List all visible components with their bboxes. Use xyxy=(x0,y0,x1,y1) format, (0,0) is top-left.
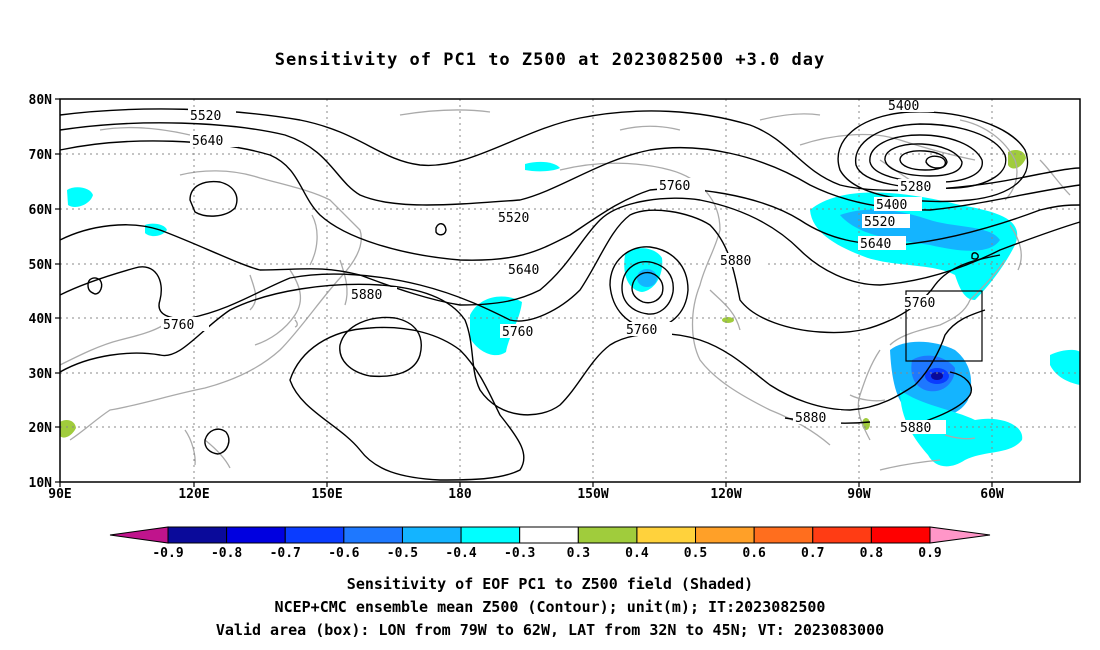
colorbar-segment xyxy=(460,526,521,544)
colorbar-segment xyxy=(226,526,286,544)
lon-label: 120W xyxy=(710,487,741,502)
lat-label: 10N xyxy=(29,476,53,491)
lon-label: 150W xyxy=(577,487,608,502)
lat-label: 30N xyxy=(29,367,53,382)
axis-ticks xyxy=(55,98,993,487)
contour-label: 5640 xyxy=(508,263,539,278)
contour-label: 5760 xyxy=(904,296,935,311)
colorbar-label: 0.4 xyxy=(625,546,649,561)
contour-label: 5520 xyxy=(498,211,529,226)
colorbar-segment xyxy=(343,526,403,544)
contour-label: 5520 xyxy=(190,109,221,124)
lon-label: 180 xyxy=(448,487,472,502)
contour-label: 5760 xyxy=(626,323,657,338)
colorbar-label: -0.4 xyxy=(445,546,476,561)
lon-label: 150E xyxy=(311,487,342,502)
colorbar-segment xyxy=(167,526,228,544)
contour-label: 5640 xyxy=(860,237,891,252)
colorbar-segment xyxy=(284,526,345,544)
contour-label: 5520 xyxy=(864,215,895,230)
lat-label: 40N xyxy=(29,312,53,327)
colorbar-label: 0.8 xyxy=(860,546,884,561)
map-figure: 5520 5640 5400 5280 5400 5520 5640 5760 … xyxy=(29,93,1081,561)
colorbar-segment xyxy=(812,526,872,544)
colorbar-label: -0.7 xyxy=(270,546,301,561)
contour-labels: 5520 5640 5400 5280 5400 5520 5640 5760 … xyxy=(161,98,950,436)
lat-label: 80N xyxy=(29,93,53,108)
colorbar-label: 0.9 xyxy=(918,546,941,561)
lat-label: 20N xyxy=(29,421,53,436)
colorbar-segment xyxy=(636,526,697,544)
caption-line-1: Sensitivity of EOF PC1 to Z500 field (Sh… xyxy=(346,575,754,593)
colorbar-segment xyxy=(753,526,814,544)
grid-lines xyxy=(60,99,1080,482)
valid-area-box xyxy=(905,290,983,362)
colorbar-segment xyxy=(577,526,638,544)
colorbar-high-triangle xyxy=(929,526,991,544)
lat-label: 70N xyxy=(29,148,53,163)
colorbar-segment xyxy=(401,526,462,544)
colorbar-segment xyxy=(519,526,579,544)
colorbar-segments xyxy=(167,526,931,544)
contour-label: 5280 xyxy=(900,180,931,195)
contour-label: 5640 xyxy=(192,134,223,149)
contour-label: 5880 xyxy=(720,254,751,269)
colorbar-labels: -0.9 -0.8 -0.7 -0.6 -0.5 -0.4 -0.3 0.3 0.4 0.5 0.6… xyxy=(152,546,941,561)
contour-label: 5880 xyxy=(795,411,826,426)
colorbar-low-triangle xyxy=(109,526,169,544)
contour-label: 5400 xyxy=(876,198,907,213)
colorbar-label: 0.5 xyxy=(684,546,707,561)
colorbar-segment xyxy=(870,526,931,544)
caption-line-2: NCEP+CMC ensemble mean Z500 (Contour); u… xyxy=(274,598,826,616)
contour-label: 5760 xyxy=(502,325,533,340)
contour-label: 5400 xyxy=(888,99,919,114)
colorbar-label: -0.9 xyxy=(152,546,183,561)
colorbar-label: -0.5 xyxy=(387,546,418,561)
colorbar-label: 0.7 xyxy=(801,546,824,561)
lon-label: 90W xyxy=(847,487,871,502)
map-title: Sensitivity of PC1 to Z500 at 2023082500… xyxy=(274,50,826,70)
lon-label: 120E xyxy=(178,487,209,502)
colorbar-segment xyxy=(695,526,755,544)
contour-label: 5880 xyxy=(351,288,382,303)
lat-label: 50N xyxy=(29,258,53,273)
lat-label: 60N xyxy=(29,203,53,218)
latitude-labels: 80N 70N 60N 50N 40N 30N 20N 10N xyxy=(29,93,53,491)
colorbar-label: 0.6 xyxy=(742,546,766,561)
colorbar: -0.9 -0.8 -0.7 -0.6 -0.5 -0.4 -0.3 0.3 0.4 0.5 0.6… xyxy=(109,526,991,561)
colorbar-label: -0.8 xyxy=(211,546,242,561)
colorbar-label: 0.3 xyxy=(567,546,590,561)
lon-label: 60W xyxy=(980,487,1004,502)
lon-label: 90E xyxy=(48,487,71,502)
caption-line-3: Valid area (box): LON from 79W to 62W, L… xyxy=(215,621,885,639)
map-frame xyxy=(59,98,1081,483)
contour-label: 5760 xyxy=(659,179,690,194)
contour-label: 5760 xyxy=(163,318,194,333)
contour-label: 5880 xyxy=(900,421,931,436)
colorbar-label: -0.3 xyxy=(504,546,535,561)
longitude-labels: 90E 120E 150E 180 150W 120W 90W 60W xyxy=(48,487,1004,502)
colorbar-label: -0.6 xyxy=(328,546,359,561)
